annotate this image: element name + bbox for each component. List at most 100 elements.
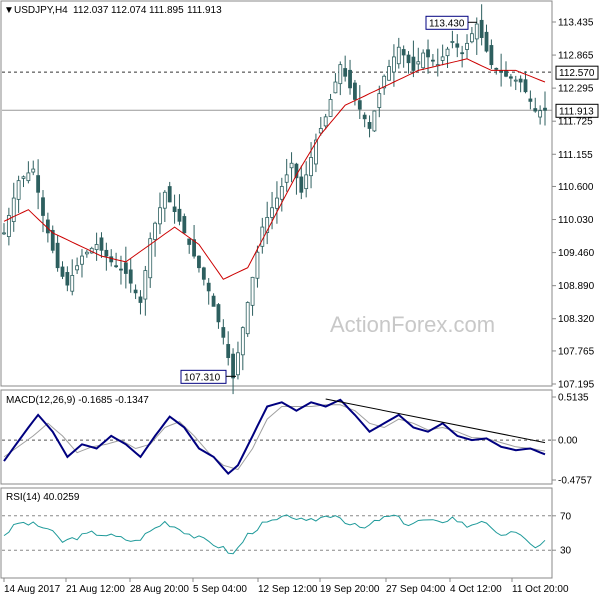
candle-body: [289, 162, 294, 169]
last-price-label-box: [555, 103, 599, 118]
candle-body: [455, 43, 460, 48]
candle-body: [304, 174, 309, 190]
candle-body: [236, 352, 240, 376]
candle-body: [206, 282, 211, 292]
candle-body: [333, 81, 338, 94]
candle-body: [294, 163, 299, 179]
time-tick-label: 14 Aug 2017: [4, 584, 61, 595]
macd-indicator: 0.5135 0.00 -0.4757: [2, 390, 592, 487]
time-tick-label: 5 Sep 04:00: [193, 584, 247, 595]
price-tick-label: 111.725: [558, 117, 593, 128]
candle-body: [270, 207, 274, 218]
candle-body: [55, 242, 60, 269]
candle-body: [182, 216, 187, 234]
time-tick-label: 19 Sep 20:00: [320, 584, 380, 595]
candle-body: [401, 49, 406, 56]
low-label: 107.310: [184, 372, 221, 383]
candle-body: [279, 186, 284, 200]
rsi-tick-label: 30: [560, 546, 572, 557]
candle-body: [255, 251, 260, 279]
price-tick-label: 107.765: [558, 346, 595, 357]
price-tick-label: 108.320: [558, 314, 595, 325]
candle-body: [426, 49, 430, 58]
ohlc-close: 111.913: [187, 5, 222, 16]
candle-body: [201, 267, 206, 280]
candle-body: [36, 175, 41, 193]
candle-body: [80, 255, 84, 265]
candle-body: [153, 222, 157, 240]
candle-body: [226, 344, 231, 359]
candle-body: [348, 69, 352, 89]
candle-body: [138, 296, 143, 303]
candle-body: [479, 19, 484, 38]
candle-body: [177, 208, 182, 222]
candle-body: [445, 48, 450, 57]
candle-body: [94, 244, 99, 251]
macd-tick-label: 0.5135: [558, 393, 589, 404]
candle-body: [343, 68, 348, 77]
candle-body: [499, 70, 504, 73]
macd-label: MACD(12,26,9) -0.1685 -0.1347: [6, 395, 149, 406]
candle-body: [216, 304, 221, 323]
candle-body: [431, 59, 435, 62]
candle-body: [21, 176, 26, 179]
candle-body: [518, 78, 523, 83]
candle-body: [6, 215, 11, 237]
candlesticks: [2, 4, 547, 395]
candle-body: [450, 41, 455, 43]
candle-body: [158, 207, 162, 225]
macd-tick-label: -0.4757: [558, 476, 592, 487]
candle-body: [338, 64, 343, 85]
macd-tick-label: 0.00: [558, 436, 578, 447]
candle-body: [528, 98, 533, 102]
candle-body: [245, 302, 250, 335]
candle-body: [221, 327, 226, 338]
candle-body: [104, 249, 109, 257]
candle-body: [353, 82, 357, 100]
time-tick-label: 11 Oct 20:00: [512, 584, 569, 595]
candle-body: [392, 56, 396, 73]
price-axis: 113.435 112.865 112.295 111.725 111.155 110.6…: [551, 1, 595, 391]
moving-average-path: [3, 58, 546, 280]
time-tick-label: 21 Aug 12:00: [66, 584, 125, 595]
candle-body: [465, 42, 469, 50]
candle-body: [123, 262, 128, 274]
candle-body: [284, 174, 289, 183]
candle-body: [299, 176, 304, 193]
rsi-indicator: 70 30: [2, 488, 572, 578]
candle-body: [523, 79, 528, 93]
candle-body: [60, 266, 65, 277]
candle-body: [75, 265, 80, 271]
candle-body: [538, 110, 543, 118]
candle-body: [167, 186, 172, 203]
price-tick-label: 108.890: [558, 281, 595, 292]
candle-body: [50, 229, 55, 251]
ohlc-open: 112.037: [73, 5, 109, 16]
candle-body: [211, 295, 216, 307]
candle-body: [309, 157, 313, 177]
candle-body: [416, 61, 421, 65]
candle-body: [314, 139, 318, 165]
candle-body: [494, 67, 499, 70]
candle-body: [382, 75, 387, 89]
rsi-panel: [0, 487, 553, 579]
candle-body: [275, 197, 279, 209]
candle-body: [357, 100, 362, 110]
candle-body: [11, 197, 16, 222]
price-tick-label: 111.155: [558, 150, 593, 161]
candle-body: [406, 54, 411, 64]
candle-body: [440, 56, 445, 61]
candle-body: [45, 219, 50, 234]
price-tick-label: 110.600: [558, 182, 594, 193]
candle-body: [265, 217, 270, 233]
candle-body: [474, 23, 479, 40]
macd-main-line: [3, 398, 546, 475]
time-tick-label: 27 Sep 04:00: [386, 584, 446, 595]
candle-body: [328, 99, 333, 117]
candle-body: [84, 251, 89, 255]
price-tick-label: 109.460: [558, 248, 595, 259]
watermark: ActionForex.com: [330, 312, 495, 337]
candle-body: [260, 226, 265, 247]
candle-body: [192, 239, 196, 257]
macd-signal-line: [3, 404, 546, 471]
